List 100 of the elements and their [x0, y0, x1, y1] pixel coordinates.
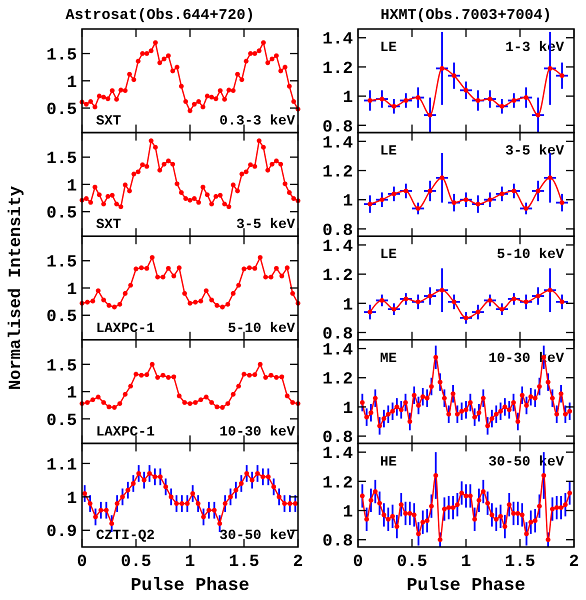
point: [98, 508, 104, 513]
point: [209, 202, 214, 206]
point: [171, 374, 176, 380]
point: [252, 372, 258, 378]
point: [204, 394, 209, 400]
point: [459, 408, 464, 414]
x-tick-label: 2: [568, 553, 580, 572]
point: [532, 518, 538, 524]
point: [506, 502, 512, 508]
point: [160, 274, 166, 280]
point: [88, 99, 94, 104]
point: [114, 96, 119, 102]
point: [472, 516, 478, 522]
point: [183, 99, 188, 104]
y-tick-label: 1.4: [322, 342, 353, 361]
annotation: LE: [380, 247, 397, 264]
point: [112, 405, 117, 410]
point: [261, 40, 266, 46]
point: [485, 500, 490, 506]
point: [476, 202, 480, 206]
point: [278, 162, 284, 167]
point: [206, 508, 212, 513]
point: [150, 362, 155, 367]
point: [464, 88, 468, 93]
point: [524, 299, 528, 304]
annotation: CZTI-Q2: [96, 528, 155, 544]
point: [271, 484, 276, 490]
y-tick-label: 1: [342, 503, 353, 522]
point: [494, 516, 499, 522]
point: [464, 316, 468, 320]
point: [502, 524, 508, 529]
point: [134, 372, 138, 377]
point: [136, 58, 141, 64]
point: [386, 516, 391, 522]
point: [464, 494, 468, 498]
point: [459, 490, 464, 496]
point: [174, 181, 180, 186]
point: [452, 200, 456, 206]
point: [226, 88, 232, 92]
point: [454, 502, 460, 508]
point: [364, 414, 370, 420]
point: [279, 374, 284, 380]
point: [520, 512, 525, 518]
point: [274, 266, 279, 271]
point: [96, 394, 101, 400]
point: [428, 294, 432, 298]
point: [117, 302, 122, 307]
point: [101, 202, 106, 206]
point: [96, 94, 102, 98]
point: [252, 51, 258, 56]
point: [554, 412, 560, 417]
point: [118, 204, 124, 210]
point: [214, 303, 220, 308]
y-tick-label: 0.5: [46, 101, 77, 120]
annotation: 30-50 keV: [219, 528, 296, 544]
point: [258, 255, 263, 260]
point: [242, 266, 246, 272]
y-tick-label: 1.5: [46, 357, 77, 376]
point: [252, 164, 258, 169]
point: [368, 498, 374, 503]
point: [490, 416, 494, 421]
point: [424, 518, 430, 524]
point: [532, 396, 538, 401]
chart-title: HXMT(Obs.7003+7004): [380, 7, 552, 24]
point: [230, 291, 236, 296]
point: [256, 48, 262, 54]
point: [490, 512, 494, 518]
point: [228, 494, 233, 500]
x-tick-label: 1.5: [504, 553, 536, 572]
point: [560, 73, 564, 78]
point: [446, 505, 452, 510]
point: [170, 162, 176, 167]
point: [261, 144, 266, 150]
point: [122, 291, 128, 296]
point: [201, 514, 206, 520]
point: [139, 372, 144, 378]
point: [416, 531, 421, 536]
point: [226, 204, 232, 210]
y-tick-label: 1: [66, 490, 77, 509]
point: [546, 537, 550, 542]
point: [567, 408, 572, 414]
point: [200, 184, 206, 190]
point: [248, 51, 253, 56]
point: [209, 94, 214, 100]
annotation: HE: [380, 454, 397, 470]
y-tick-label: 1.4: [322, 30, 353, 50]
y-tick-label: 1.2: [322, 474, 353, 494]
point: [214, 404, 220, 410]
point: [157, 168, 162, 173]
point: [234, 488, 238, 493]
point: [407, 419, 412, 424]
annotation: LE: [380, 144, 397, 160]
point: [110, 88, 115, 94]
point: [247, 265, 252, 270]
point: [230, 392, 236, 397]
point: [292, 501, 298, 506]
point: [416, 403, 421, 408]
point: [468, 494, 473, 498]
point: [84, 196, 89, 201]
point: [166, 375, 171, 380]
